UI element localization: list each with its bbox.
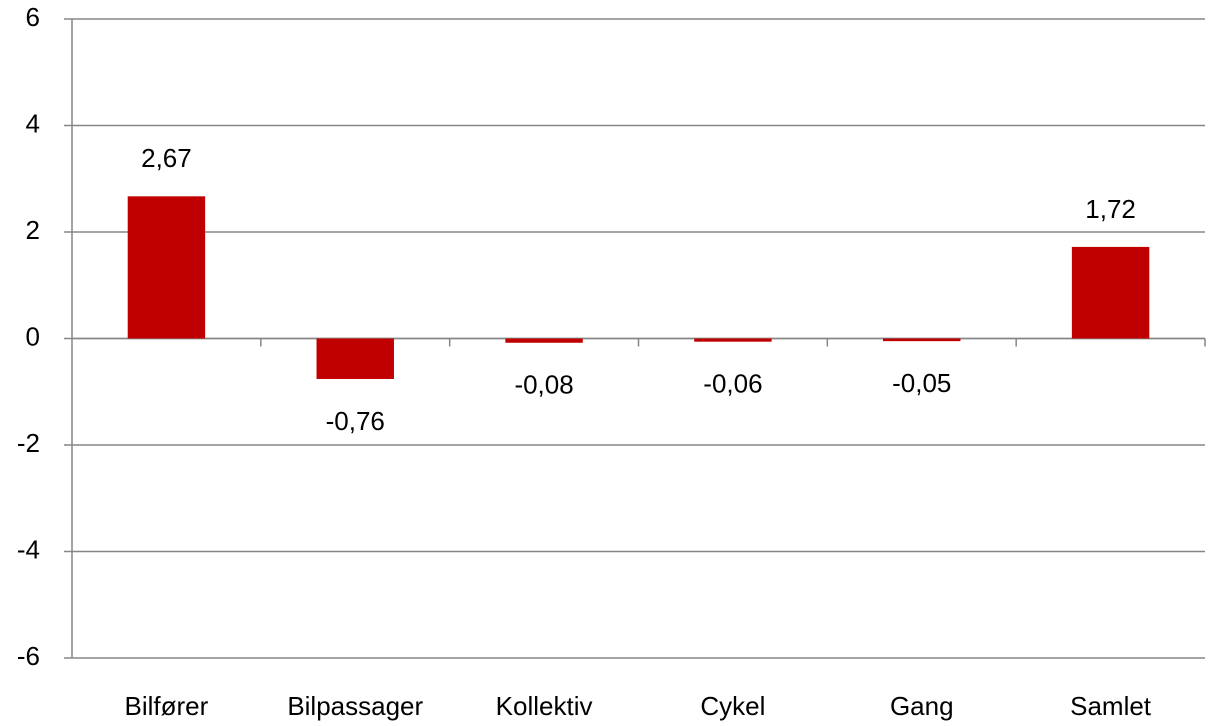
y-tick-label: -4: [17, 534, 40, 564]
data-label: 1,72: [1085, 194, 1136, 224]
data-label: -0,06: [703, 369, 762, 399]
x-tick-label: Kollektiv: [496, 691, 593, 721]
bar: [316, 338, 394, 379]
bar: [883, 338, 961, 342]
bar: [127, 196, 206, 339]
bar: [505, 338, 583, 343]
data-label: 2,67: [141, 143, 192, 173]
y-tick-label: 0: [26, 321, 40, 351]
y-tick-label: -6: [17, 641, 40, 671]
data-label: -0,05: [892, 368, 951, 398]
x-tick-label: Cykel: [700, 691, 765, 721]
x-tick-label: Bilfører: [125, 691, 209, 721]
data-label: -0,76: [326, 406, 385, 436]
x-tick-label: Bilpassager: [287, 691, 423, 721]
bar: [694, 338, 772, 342]
y-tick-label: 2: [26, 215, 40, 245]
x-tick-label: Gang: [890, 691, 954, 721]
x-tick-label: Samlet: [1070, 691, 1152, 721]
data-label: -0,08: [514, 370, 573, 400]
y-tick-label: -2: [17, 428, 40, 458]
y-tick-label: 6: [26, 2, 40, 32]
y-tick-label: 4: [26, 108, 40, 138]
bar: [1071, 246, 1150, 339]
